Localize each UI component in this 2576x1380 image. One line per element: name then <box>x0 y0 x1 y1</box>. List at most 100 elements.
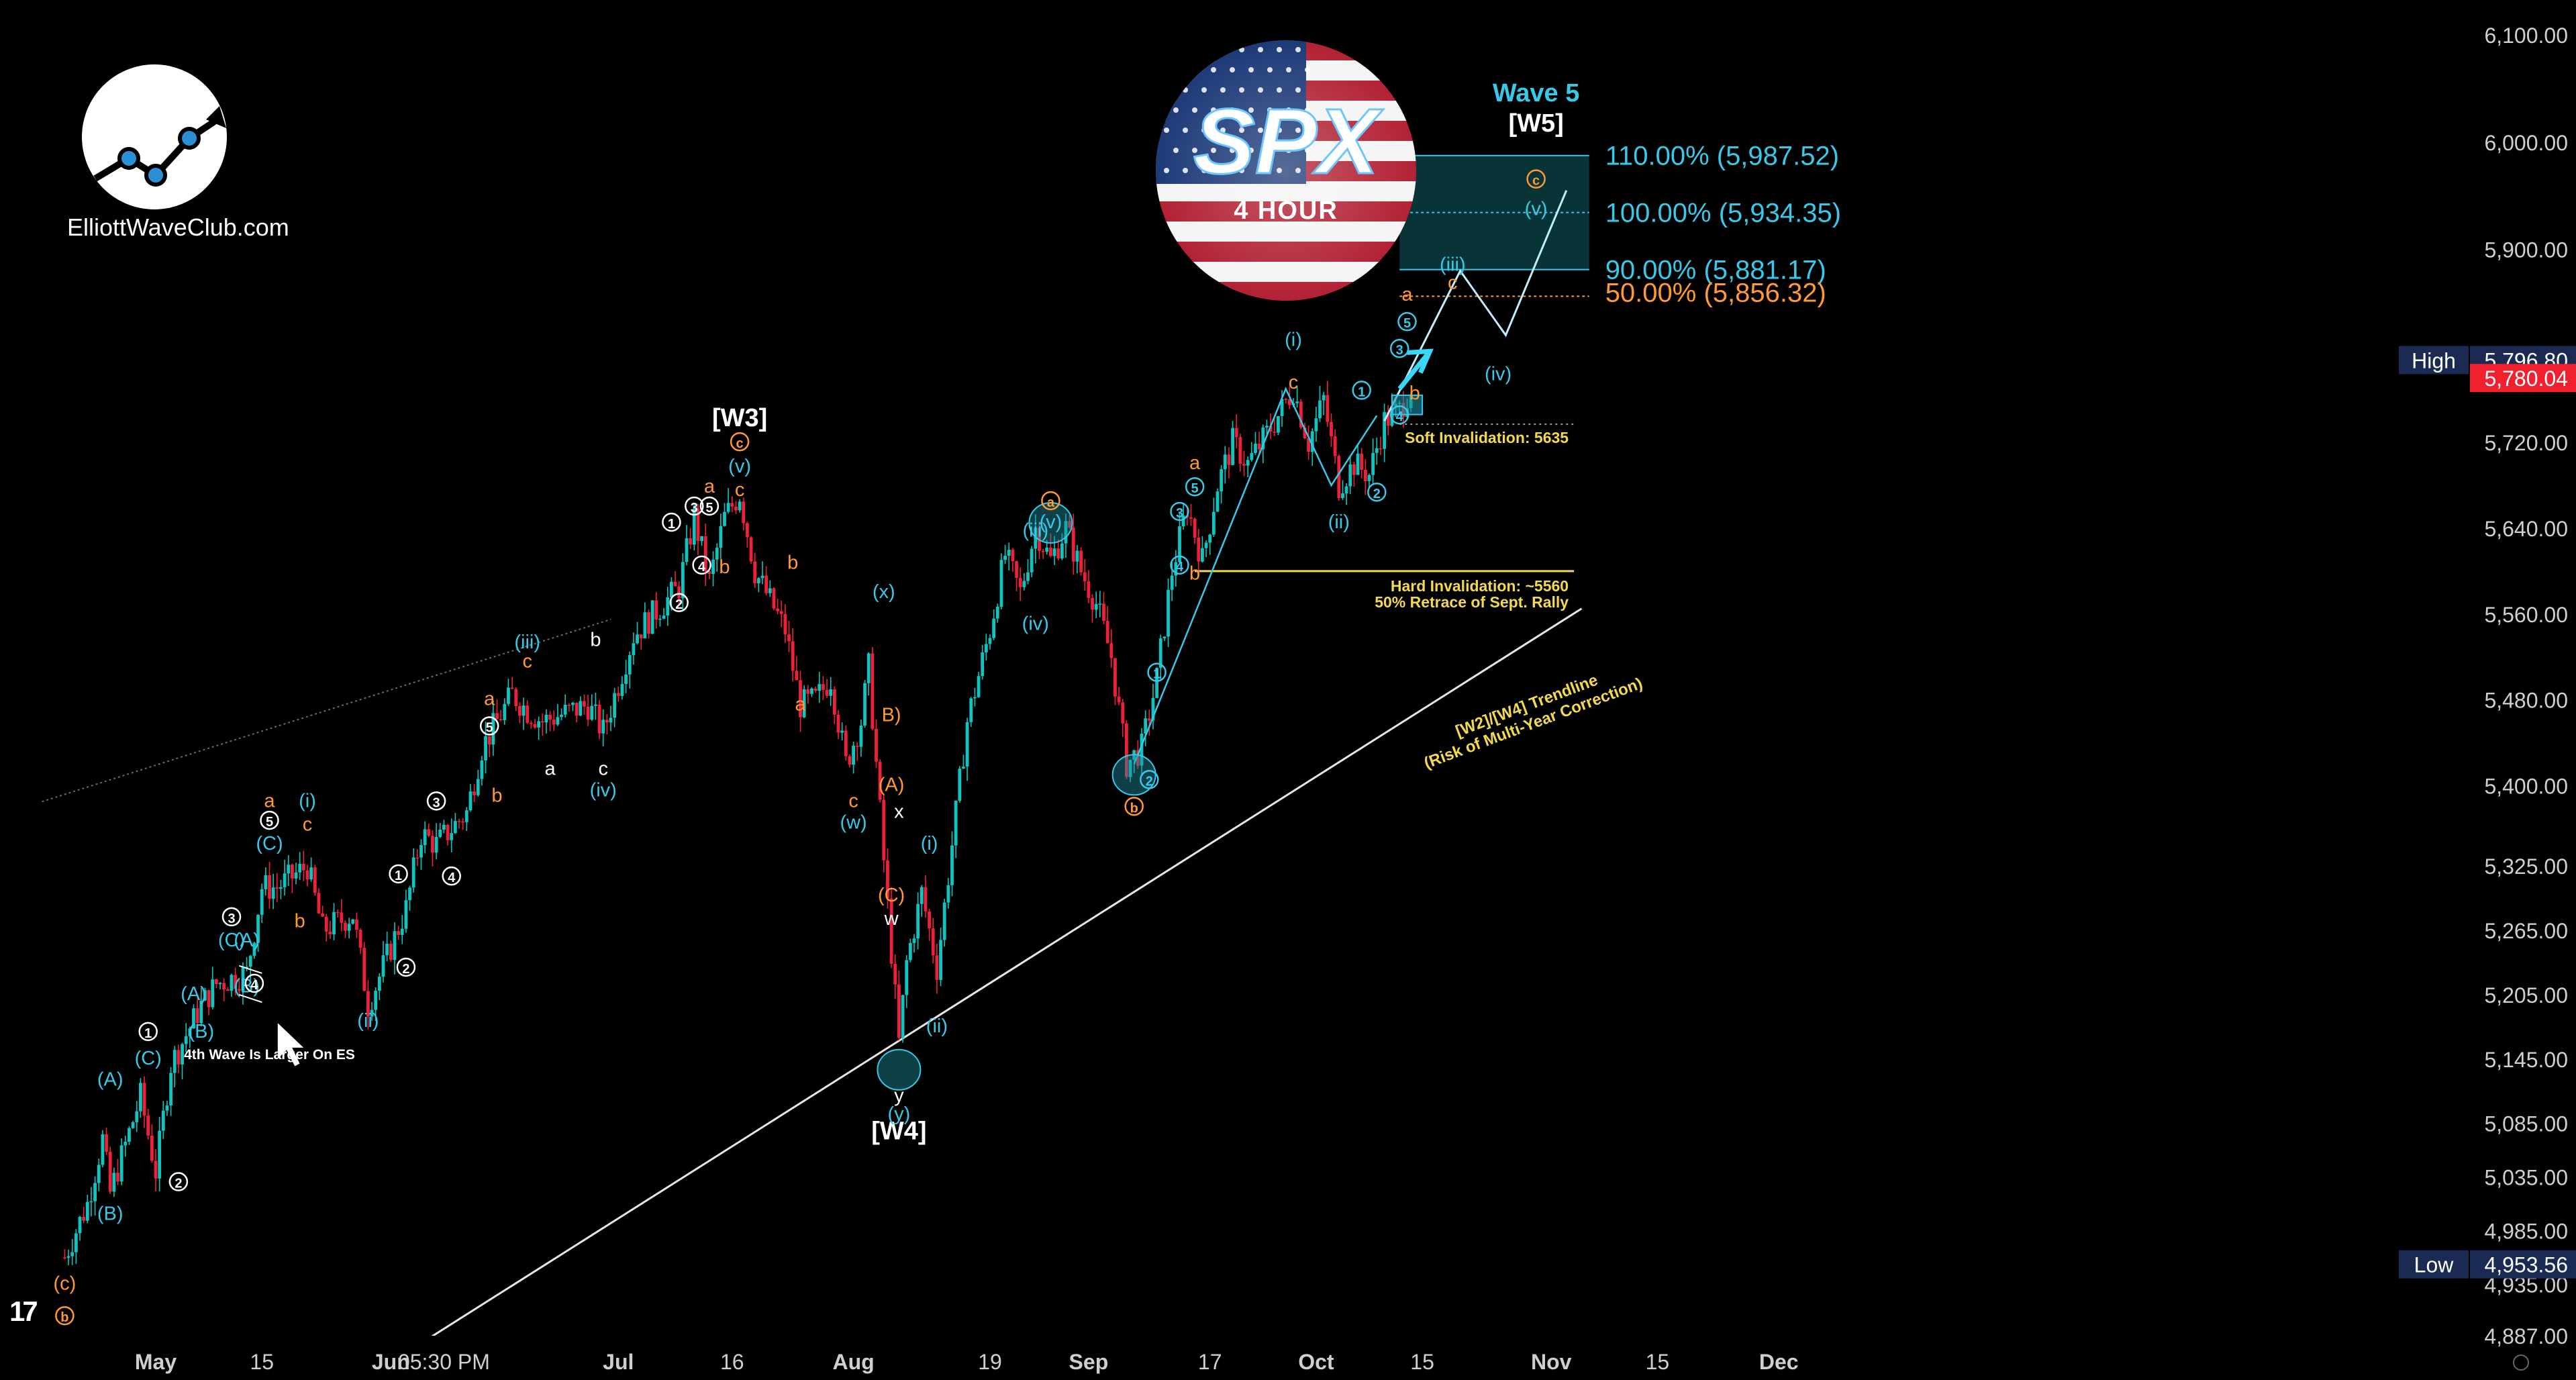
candle <box>135 1111 139 1122</box>
last-value-tag <box>2470 364 2576 393</box>
wave-label-circle <box>138 1022 158 1042</box>
wave-label: (i) <box>299 790 316 811</box>
wave-label-circle <box>1140 770 1159 789</box>
candle <box>70 1252 75 1256</box>
candle <box>1227 454 1231 465</box>
candle <box>711 559 715 575</box>
candle <box>863 683 866 726</box>
candle <box>1071 527 1075 562</box>
x-tick-label: Oct <box>1298 1350 1334 1374</box>
wave-label: (iii) <box>1440 254 1466 275</box>
wave-label-circle <box>1389 405 1409 425</box>
wave-label-circle <box>1352 381 1371 400</box>
highlight-ellipse <box>877 1048 922 1091</box>
wave-label-circle <box>699 496 720 516</box>
candle <box>764 575 769 593</box>
wave-label: 1 <box>395 869 402 883</box>
candle <box>181 1044 184 1065</box>
candle <box>366 991 370 1017</box>
y-tick-label: 5,640.00 <box>2484 517 2568 541</box>
candle <box>1211 511 1216 535</box>
candle <box>1330 422 1333 437</box>
candle <box>742 501 746 524</box>
wave-label: 5 <box>266 815 273 830</box>
candle <box>1295 401 1299 403</box>
candle <box>116 1173 119 1182</box>
impulse-line <box>1133 387 1378 765</box>
candle <box>681 562 685 599</box>
candle <box>1060 543 1064 559</box>
x-tick-label: 15 <box>1410 1350 1434 1374</box>
candle <box>1284 399 1288 401</box>
candle <box>142 1083 146 1116</box>
candle <box>995 606 999 619</box>
wave-label-circle <box>1170 555 1189 575</box>
wave-label-circle <box>1124 797 1144 816</box>
candle <box>1121 702 1125 724</box>
wave-label: b <box>787 552 798 574</box>
wave-label: 2 <box>675 597 683 612</box>
candle <box>336 911 340 914</box>
candle <box>1117 696 1121 703</box>
candle <box>165 1105 169 1111</box>
candle <box>670 581 673 597</box>
candle <box>203 990 207 1001</box>
candle <box>453 821 457 834</box>
candle <box>594 704 597 706</box>
candle <box>875 728 878 762</box>
candle <box>1390 407 1394 426</box>
wave-label: (i) <box>921 833 938 854</box>
candle <box>1314 418 1318 432</box>
wave-label-circle <box>260 810 279 830</box>
candle <box>950 845 954 885</box>
y-tick-label: 6,100.00 <box>2484 23 2568 48</box>
candle <box>188 1028 192 1036</box>
candle <box>893 964 897 985</box>
candle <box>358 930 362 948</box>
candle <box>1303 427 1307 439</box>
low-label-tag <box>2399 1250 2469 1279</box>
wave-label: b <box>590 630 601 651</box>
candle <box>480 760 484 779</box>
candle <box>928 911 931 929</box>
candle <box>74 1233 78 1252</box>
y-tick-label: 6,000.00 <box>2484 131 2568 155</box>
candle <box>393 931 397 960</box>
candle <box>313 867 317 893</box>
candle <box>450 833 454 840</box>
candle <box>340 912 344 923</box>
wave-label: (A) <box>234 930 260 951</box>
candle <box>935 955 939 980</box>
wave-label: b <box>491 785 502 806</box>
x-tick-label: 05:30 PM <box>398 1350 490 1374</box>
candle <box>677 586 681 599</box>
candle <box>609 718 613 723</box>
candle <box>738 501 742 511</box>
candle <box>158 1130 162 1179</box>
candle <box>260 889 264 915</box>
candle <box>507 687 510 704</box>
candle <box>89 1201 93 1203</box>
candle <box>287 865 291 874</box>
wave-label: [W5] <box>1508 109 1563 138</box>
candle <box>468 791 473 811</box>
candle <box>552 720 556 725</box>
low-label: Low <box>2414 1253 2455 1277</box>
candle <box>347 924 351 931</box>
candle <box>548 714 552 720</box>
candle <box>783 613 787 635</box>
candle <box>673 581 677 587</box>
wave-label: y <box>894 1085 904 1107</box>
candle <box>1091 597 1094 610</box>
wave-label: 4 <box>250 978 258 993</box>
candle <box>1052 548 1056 556</box>
wave-label: 4 <box>698 560 706 575</box>
wave-label: Wave 5 <box>1493 79 1580 107</box>
candle <box>916 903 920 939</box>
candle <box>753 561 757 583</box>
candle <box>298 863 302 873</box>
y-tick-label: 5,400.00 <box>2484 774 2568 798</box>
candle <box>647 612 650 634</box>
wave-label-circle <box>1367 482 1387 502</box>
